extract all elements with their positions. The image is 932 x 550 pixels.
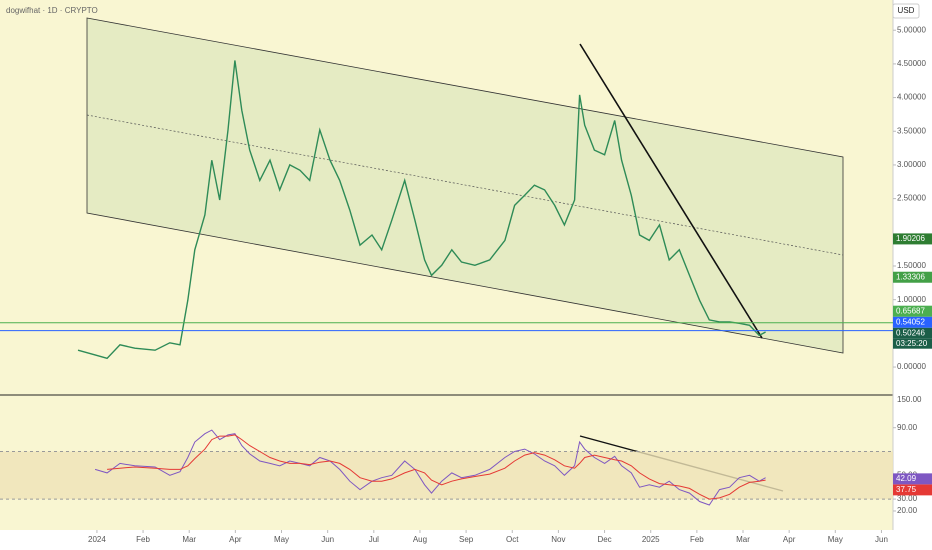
level-label: 42.09: [896, 474, 917, 483]
level-label: 37.75: [896, 485, 917, 494]
channel-mid: [86, 114, 844, 256]
y-tick-label: 3.00000: [897, 160, 926, 169]
y-tick-label: 20.00: [897, 506, 918, 515]
x-tick-label: Mar: [182, 535, 196, 544]
y-tick-label: 4.00000: [897, 93, 926, 102]
series-line: [107, 434, 766, 500]
x-tick-label: Nov: [551, 535, 565, 544]
x-tick-label: Sep: [459, 535, 474, 544]
x-tick-label: May: [274, 535, 289, 544]
x-tick-label: Jun: [875, 535, 888, 544]
currency-button[interactable]: [892, 3, 920, 19]
level-badge: [893, 327, 932, 339]
level-badge: [893, 473, 932, 485]
channel: [86, 17, 844, 354]
level-badge: [893, 305, 932, 317]
level-badge: [893, 233, 932, 245]
x-tick-label: 2025: [642, 535, 660, 544]
x-tick-label: Oct: [506, 535, 519, 544]
level-label: 1.90206: [896, 234, 925, 243]
level-label: 0.65687: [896, 306, 925, 315]
y-tick-label: 2.50000: [897, 194, 926, 203]
y-tick-label: 0.00000: [897, 362, 926, 371]
rsi-band: [0, 451, 893, 500]
y-tick-label: 3.50000: [897, 126, 926, 135]
y-tick-label: 1.50000: [897, 261, 926, 270]
level-label: 0.50246: [896, 328, 925, 337]
x-tick-label: 2024: [88, 535, 106, 544]
y-tick-label: 4.50000: [897, 59, 926, 68]
x-tick-label: Mar: [736, 535, 750, 544]
x-tick-label: Feb: [136, 535, 150, 544]
x-tick-label: Feb: [690, 535, 704, 544]
level-label: 0.54052: [896, 317, 925, 326]
x-tick-label: Aug: [413, 535, 427, 544]
trendline: [579, 43, 763, 339]
countdown: 03:25:20: [896, 339, 928, 348]
y-tick-label: 30.00: [897, 494, 918, 503]
countdown-badge: [893, 338, 932, 349]
x-tick-label: Jun: [321, 535, 334, 544]
rsi-top-label: 150.00: [897, 395, 922, 404]
x-tick-label: Dec: [597, 535, 611, 544]
y-tick-label: 1.00000: [897, 295, 926, 304]
x-tick-label: May: [828, 535, 843, 544]
x-tick-label: Apr: [229, 535, 242, 544]
level-badge: [893, 271, 932, 283]
y-tick-label: 5.00000: [897, 25, 926, 34]
series-line: [77, 60, 766, 360]
level-badge: [893, 484, 932, 496]
y-tick-label: 90.00: [897, 423, 918, 432]
x-tick-label: Apr: [783, 535, 796, 544]
series-line: [94, 429, 766, 506]
x-tick-label: Jul: [369, 535, 379, 544]
level-badge: [893, 316, 932, 328]
level-label: 1.33306: [896, 272, 925, 281]
symbol-title: dogwifhat · 1D · CRYPTO: [6, 6, 98, 15]
currency[interactable]: USD: [898, 6, 915, 15]
